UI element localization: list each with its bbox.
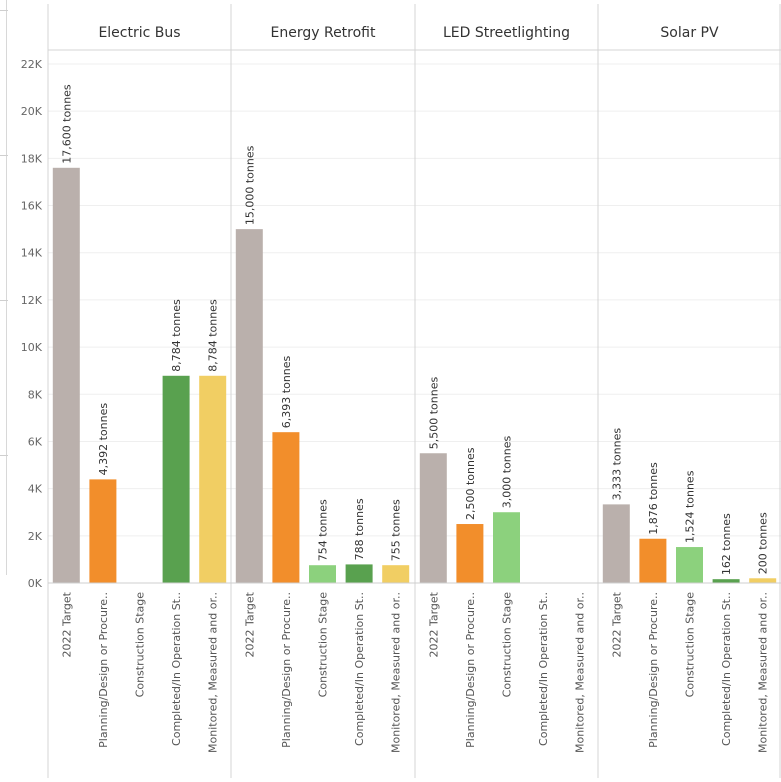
x-tick-label: Completed/In Operation St.. [720,592,733,746]
bar [493,512,520,583]
x-tick-label: Monitored, Measured and or.. [207,592,220,753]
x-tick-label: Planning/Design or Procure.. [97,592,110,748]
panel-header: Energy Retrofit [271,25,376,41]
left-panel-edge [0,0,7,575]
data-label: 162 tonnes [720,513,733,575]
y-tick-label: 18K [21,152,43,165]
data-label: 3,000 tonnes [501,435,514,508]
bar [272,432,300,583]
data-label: 788 tonnes [353,498,366,560]
x-tick-label: 2022 Target [243,591,256,657]
data-label: 2,500 tonnes [464,447,477,520]
y-tick-label: 22K [21,58,43,71]
x-tick-label: 2022 Target [427,591,440,657]
y-tick-label: 4K [28,483,43,496]
x-tick-label: 2022 Target [610,591,623,657]
y-tick-label: 8K [28,388,43,401]
x-tick-label: Construction Stage [501,592,514,698]
bar [456,524,484,583]
y-tick-label: 0K [28,577,43,590]
bar [345,564,373,583]
bar [382,565,410,583]
bar [89,479,117,583]
x-tick-label: Construction Stage [317,592,330,698]
x-tick-label: Planning/Design or Procure.. [647,592,660,748]
data-label: 754 tonnes [317,499,330,561]
data-label: 755 tonnes [390,499,403,561]
data-label: 8,784 tonnes [207,299,220,372]
data-label: 200 tonnes [757,512,770,574]
data-label: 6,393 tonnes [280,355,293,428]
data-label: 1,876 tonnes [647,462,660,535]
y-tick-label: 16K [21,200,43,213]
y-tick-label: 14K [21,247,43,260]
bar [749,578,777,583]
data-label: 3,333 tonnes [610,428,623,501]
y-tick-label: 10K [21,341,43,354]
x-tick-label: 2022 Target [60,591,73,657]
bar [162,375,190,583]
left-edge-tick [0,455,8,456]
x-tick-label: Completed/In Operation St.. [170,592,183,746]
bar [309,565,336,583]
data-label: 15,000 tonnes [243,145,256,225]
y-tick-label: 12K [21,294,43,307]
x-tick-label: Monitored, Measured and or.. [390,592,403,753]
x-tick-label: Monitored, Measured and or.. [757,592,770,753]
x-tick-label: Planning/Design or Procure.. [464,592,477,748]
x-tick-label: Monitored, Measured and or.. [574,592,587,753]
panel-header: Solar PV [660,25,719,41]
left-edge-tick [0,10,8,11]
bar [235,229,263,584]
left-edge-tick [0,155,8,156]
left-edge-tick [0,300,8,301]
bar [676,547,703,583]
x-tick-label: Completed/In Operation St.. [537,592,550,746]
panel-header: LED Streetlighting [443,25,570,41]
bar [639,538,667,583]
bar [419,453,447,583]
bar [52,167,80,584]
bar [602,504,630,583]
y-tick-label: 2K [28,530,43,543]
bar [712,579,740,583]
y-tick-label: 6K [28,435,43,448]
x-tick-label: Construction Stage [134,592,147,698]
data-label: 1,524 tonnes [684,470,697,543]
x-tick-label: Planning/Design or Procure.. [280,592,293,748]
y-tick-label: 20K [21,105,43,118]
x-tick-label: Construction Stage [684,592,697,698]
x-tick-label: Completed/In Operation St.. [353,592,366,746]
bar [199,375,227,583]
data-label: 5,500 tonnes [427,377,440,450]
data-label: 4,392 tonnes [97,403,110,476]
data-label: 8,784 tonnes [170,299,183,372]
data-label: 17,600 tonnes [60,84,73,164]
panel-header: Electric Bus [98,25,180,41]
